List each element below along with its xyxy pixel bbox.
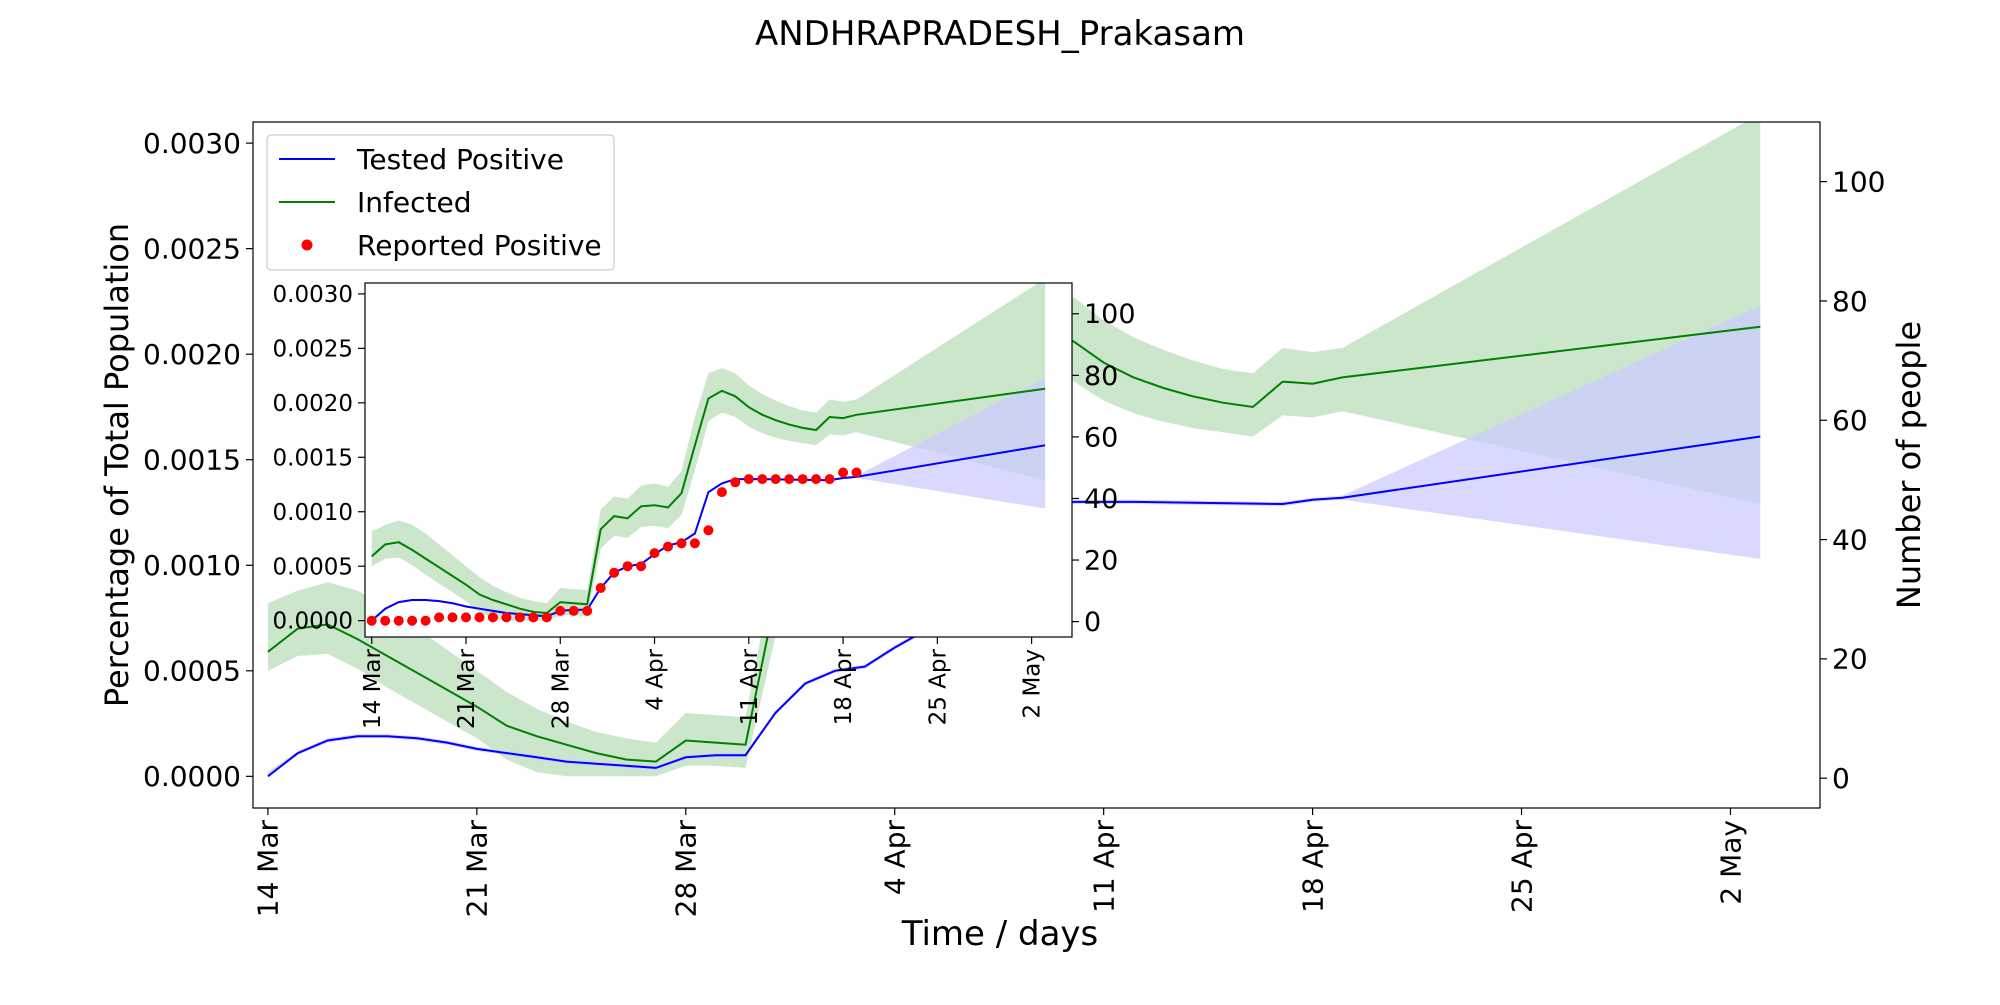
inset-x-tick-label: 2 May: [1020, 649, 1046, 719]
inset-y-tick-label-right: 0: [1084, 607, 1101, 638]
inset-y-tick-label-right: 100: [1084, 299, 1136, 330]
inset-reported-positive-point: [595, 583, 606, 593]
inset-reported-positive-point: [824, 474, 835, 485]
legend: Tested Positive Infected Reported Positive: [266, 134, 615, 271]
main-x-tick-label: 11 Apr: [1088, 820, 1121, 913]
legend-swatch: [301, 239, 313, 251]
main-y-tick-label-right: 100: [1832, 165, 1885, 198]
inset-y-tick-label-left: 0.0025: [273, 336, 353, 362]
inset-reported-positive-point: [474, 612, 485, 623]
inset-plot-area: [366, 283, 1046, 626]
inset-reported-positive-point: [514, 612, 525, 623]
inset-x-tick-label: 4 Apr: [643, 648, 669, 710]
main-y-tick-label-left: 0.0020: [143, 338, 241, 371]
inset-reported-positive-point: [407, 615, 418, 626]
inset-y-tick-label-left: 0.0015: [273, 445, 353, 471]
inset-x-tick-label: 14 Mar: [360, 648, 386, 729]
main-x-tick-label: 21 Mar: [461, 820, 494, 918]
main-y-tick-label-right: 60: [1832, 404, 1868, 437]
inset-reported-positive-point: [447, 612, 458, 623]
main-y-tick-label-left: 0.0030: [143, 127, 241, 160]
legend-label: Infected: [357, 186, 471, 219]
inset-reported-positive-point: [730, 477, 741, 488]
inset-reported-positive-point: [770, 474, 781, 485]
inset-reported-positive-point: [380, 615, 391, 626]
main-x-tick-label: 28 Mar: [670, 820, 703, 918]
main-x-tick-label: 2 May: [1714, 820, 1747, 905]
inset-y-tick-label-right: 20: [1084, 545, 1118, 576]
main-y-tick-label-left: 0.0000: [143, 760, 241, 793]
inset-plot-frame: [364, 282, 1073, 638]
main-y-tick-label-right: 20: [1832, 643, 1868, 676]
inset-y-tick-label-left: 0.0030: [273, 282, 353, 308]
inset-x-tick-label: 21 Mar: [454, 648, 480, 729]
inset-tested-positive-line: [371, 444, 1046, 622]
inset-x-tick-label: 11 Apr: [737, 648, 763, 725]
inset-x-tick-label: 18 Apr: [831, 648, 857, 725]
inset-reported-positive-point: [420, 615, 431, 626]
main-plot-frame: [252, 121, 1821, 809]
main-y-tick-label-left: 0.0025: [143, 232, 241, 265]
inset-reported-positive-point: [716, 487, 727, 498]
inset-reported-positive-point: [501, 612, 512, 623]
inset-reported-positive-point: [689, 538, 700, 549]
inset-reported-positive-point: [487, 612, 498, 623]
legend-box: [266, 134, 615, 271]
inset-reported-positive-point: [838, 467, 849, 478]
main-y-tick-label-right: 0: [1832, 762, 1850, 795]
inset-reported-positive-point: [757, 474, 768, 485]
main-y-tick-label-left: 0.0010: [143, 549, 241, 582]
main-x-tick-label: 18 Apr: [1296, 820, 1329, 913]
inset-reported-positive-point: [663, 541, 673, 552]
inset-y-tick-label-left: 0.0005: [273, 554, 353, 580]
inset-reported-positive-point: [636, 561, 647, 572]
inset-reported-positive-point: [676, 538, 687, 549]
inset-reported-positive-point: [461, 612, 471, 623]
main-x-tick-label: 14 Mar: [252, 820, 285, 918]
inset-reported-positive-point: [541, 612, 552, 623]
inset-reported-positive-point: [622, 561, 633, 572]
legend-label: Reported Positive: [357, 229, 602, 262]
inset-reported-positive-point: [703, 525, 714, 536]
inset-reported-positive-point: [366, 615, 377, 626]
x-axis-label: Time / days: [901, 914, 1099, 954]
inset-reported-positive-point: [434, 612, 445, 623]
y-axis-label-right: Number of people: [1890, 321, 1928, 609]
main-y-tick-label-right: 80: [1832, 285, 1868, 318]
inset-reported-positive-point: [649, 548, 660, 559]
main-x-tick-label: 25 Apr: [1505, 820, 1538, 913]
inset-plot: 0.0000 0.0005 0.0010 0.0015 0.0020 0.0025 0.00…: [273, 282, 1136, 729]
y-axis-label-left: Percentage of Total Population: [98, 223, 136, 707]
inset-reported-positive-point: [811, 474, 822, 485]
legend-label: Tested Positive: [356, 143, 564, 176]
inset-y-tick-label-left: 0.0020: [273, 391, 353, 417]
main-y-tick-label-left: 0.0005: [143, 655, 241, 688]
inset-reported-positive-point: [568, 605, 579, 616]
inset-y-tick-label-left: 0.0010: [273, 500, 353, 526]
main-y-tick-label-right: 40: [1832, 523, 1868, 556]
inset-reported-positive-point: [528, 612, 539, 623]
inset-y-tick-label-right: 60: [1084, 422, 1118, 453]
inset-y-tick-label-right: 40: [1084, 484, 1118, 515]
inset-reported-positive-point: [797, 474, 808, 485]
inset-reported-positive-point: [784, 474, 795, 485]
inset-x-tick-label: 28 Mar: [548, 648, 574, 729]
inset-y-tick-label-right: 80: [1084, 361, 1118, 392]
inset-reported-positive-point: [393, 615, 404, 626]
main-x-tick-label: 4 Apr: [879, 820, 912, 896]
inset-reported-positive-point: [582, 605, 593, 616]
inset-y-tick-label-left: 0.0000: [273, 609, 353, 635]
main-tested-positive-line: [267, 435, 1761, 778]
inset-reported-positive-point: [743, 474, 754, 485]
inset-reported-positive-point: [555, 605, 566, 616]
inset-reported-positive-point: [851, 467, 862, 478]
inset-x-tick-label: 25 Apr: [925, 648, 951, 725]
inset-infected-line: [371, 387, 1046, 615]
main-y-tick-label-left: 0.0015: [143, 444, 241, 477]
chart-title: ANDHRAPRADESH_Prakasam: [755, 14, 1245, 54]
inset-reported-positive-point: [609, 567, 620, 578]
